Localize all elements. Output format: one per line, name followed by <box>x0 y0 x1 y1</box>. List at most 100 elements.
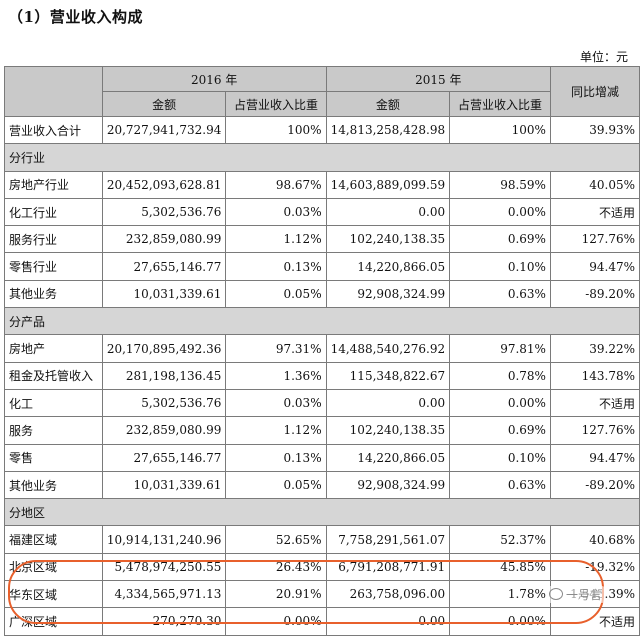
amount-2015: 6,791,208,771.91 <box>325 552 451 582</box>
amount-2016: 5,302,536.76 <box>101 197 227 227</box>
amount-2016: 281,198,136.45 <box>101 361 227 390</box>
table-row: 租金及托管收入 281,198,136.45 1.36% 115,348,822.67… <box>4 361 640 390</box>
amount-2015: 0.00 <box>325 197 451 227</box>
header-yoy: 同比增减 <box>549 66 640 117</box>
section-title: 分地区 <box>4 498 640 527</box>
ratio-2015: 45.85% <box>449 552 551 582</box>
ratio-2016: 97.31% <box>225 334 327 363</box>
amount-2015: 14,813,258,428.98 <box>325 115 451 145</box>
ratio-2015: 0.00% <box>449 607 551 636</box>
row-label: 零售行业 <box>4 252 103 281</box>
table-row: 房地产行业 20,452,093,628.81 98.67% 14,603,889,0… <box>4 170 640 199</box>
yoy-change: 不适用 <box>549 607 640 636</box>
row-label: 房地产行业 <box>4 170 103 199</box>
yoy-change: -19.32% <box>549 552 640 582</box>
yoy-change: 39.93% <box>549 115 640 145</box>
table-row: 零售行业 27,655,146.77 0.13% 14,220,866.05 0.10%… <box>4 252 640 281</box>
ratio-2016: 0.05% <box>225 470 327 500</box>
table-header: 2016 年 2015 年 同比增减 金额 占营业收入比重 金额 占营业收入比重 <box>4 66 640 117</box>
amount-2016: 5,478,974,250.55 <box>101 552 227 582</box>
header-corner <box>4 66 103 117</box>
amount-2016: 10,914,131,240.96 <box>101 525 227 554</box>
row-label: 营业收入合计 <box>4 115 103 145</box>
wechat-icon <box>549 588 563 600</box>
section-header-row: 分地区 <box>4 498 640 527</box>
yoy-change: 40.68% <box>549 525 640 554</box>
table-row: 其他业务 10,031,339.61 0.05% 92,908,324.99 0.63%… <box>4 470 640 500</box>
table-row: 化工 5,302,536.76 0.03% 0.00 0.00% 不适用 <box>4 388 640 418</box>
ratio-2016: 52.65% <box>225 525 327 554</box>
yoy-change: 不适用 <box>549 388 640 418</box>
table-row: 华东区域 4,334,565,971.13 20.91% 263,758,096.00… <box>4 580 640 609</box>
amount-2016: 270,270.30 <box>101 607 227 636</box>
ratio-2016: 0.03% <box>225 388 327 418</box>
revenue-table: 2016 年 2015 年 同比增减 金额 占营业收入比重 金额 占营业收入比重… <box>4 66 640 636</box>
amount-2015: 0.00 <box>325 607 451 636</box>
table-row: 其他业务 10,031,339.61 0.05% 92,908,324.99 0.63%… <box>4 279 640 309</box>
row-label: 其他业务 <box>4 279 103 309</box>
watermark-text: 一号言 <box>566 588 603 602</box>
row-label: 福建区域 <box>4 525 103 554</box>
yoy-change: 94.47% <box>549 252 640 281</box>
amount-2015: 102,240,138.35 <box>325 225 451 254</box>
yoy-change: 不适用 <box>549 197 640 227</box>
ratio-2015: 97.81% <box>449 334 551 363</box>
ratio-2016: 1.12% <box>225 416 327 445</box>
ratio-2016: 0.00% <box>225 607 327 636</box>
watermark: 一号言 <box>546 586 606 603</box>
amount-2016: 5,302,536.76 <box>101 388 227 418</box>
table-row: 房地产 20,170,895,492.36 97.31% 14,488,540,276… <box>4 334 640 363</box>
ratio-2016: 0.13% <box>225 443 327 472</box>
header-ratio-2015: 占营业收入比重 <box>449 91 551 117</box>
amount-2015: 115,348,822.67 <box>325 361 451 390</box>
amount-2015: 14,220,866.05 <box>325 443 451 472</box>
amount-2016: 20,452,093,628.81 <box>101 170 227 199</box>
ratio-2015: 0.00% <box>449 388 551 418</box>
header-2015: 2015 年 <box>325 66 551 92</box>
yoy-change: 127.76% <box>549 416 640 445</box>
ratio-2015: 0.69% <box>449 225 551 254</box>
amount-2015: 102,240,138.35 <box>325 416 451 445</box>
header-ratio-2016: 占营业收入比重 <box>225 91 327 117</box>
ratio-2016: 0.13% <box>225 252 327 281</box>
ratio-2015: 0.69% <box>449 416 551 445</box>
header-2016: 2016 年 <box>101 66 327 92</box>
table-row: 福建区域 10,914,131,240.96 52.65% 7,758,291,561… <box>4 525 640 554</box>
table-row: 广深区域 270,270.30 0.00% 0.00 0.00% 不适用 <box>4 607 640 636</box>
ratio-2015: 1.78% <box>449 580 551 609</box>
amount-2016: 27,655,146.77 <box>101 443 227 472</box>
section-title: 分行业 <box>4 143 640 172</box>
row-label: 租金及托管收入 <box>4 361 103 390</box>
amount-2015: 92,908,324.99 <box>325 279 451 309</box>
ratio-2015: 0.63% <box>449 279 551 309</box>
header-amount-2015: 金额 <box>325 91 451 117</box>
ratio-2015: 0.10% <box>449 252 551 281</box>
table-row: 北京区域 5,478,974,250.55 26.43% 6,791,208,771.… <box>4 552 640 582</box>
header-amount-2016: 金额 <box>101 91 227 117</box>
yoy-change: 39.22% <box>549 334 640 363</box>
section-header-row: 分行业 <box>4 143 640 172</box>
ratio-2015: 0.10% <box>449 443 551 472</box>
row-label: 服务 <box>4 416 103 445</box>
row-label: 化工 <box>4 388 103 418</box>
yoy-change: 94.47% <box>549 443 640 472</box>
row-label: 北京区域 <box>4 552 103 582</box>
amount-2015: 0.00 <box>325 388 451 418</box>
section-header-row: 分产品 <box>4 307 640 336</box>
row-label: 广深区域 <box>4 607 103 636</box>
amount-2016: 232,859,080.99 <box>101 225 227 254</box>
amount-2015: 14,220,866.05 <box>325 252 451 281</box>
row-label: 房地产 <box>4 334 103 363</box>
row-label: 零售 <box>4 443 103 472</box>
ratio-2015: 100% <box>449 115 551 145</box>
amount-2015: 14,488,540,276.92 <box>325 334 451 363</box>
row-label: 华东区域 <box>4 580 103 609</box>
table-row: 化工行业 5,302,536.76 0.03% 0.00 0.00% 不适用 <box>4 197 640 227</box>
ratio-2016: 98.67% <box>225 170 327 199</box>
yoy-change: -89.20% <box>549 470 640 500</box>
yoy-change: 127.76% <box>549 225 640 254</box>
ratio-2016: 100% <box>225 115 327 145</box>
ratio-2015: 0.00% <box>449 197 551 227</box>
ratio-2015: 0.78% <box>449 361 551 390</box>
table-row: 零售 27,655,146.77 0.13% 14,220,866.05 0.10% 94… <box>4 443 640 472</box>
